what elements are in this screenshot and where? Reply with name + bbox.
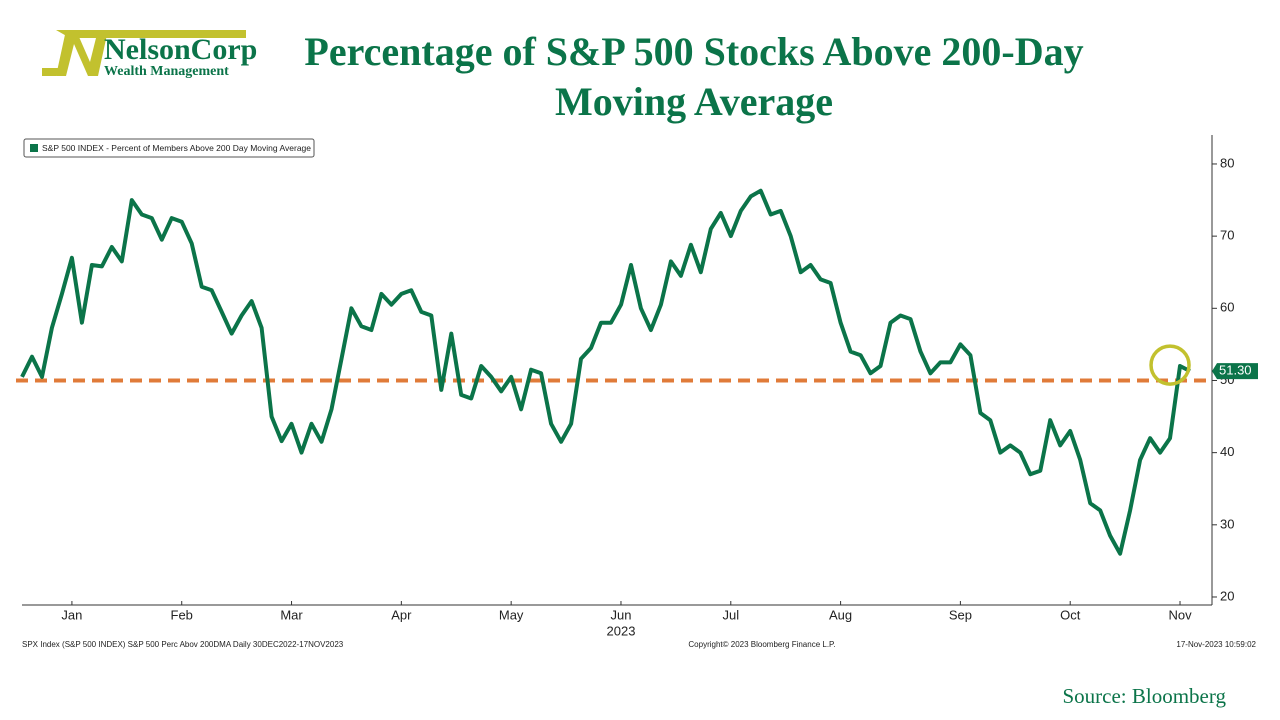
y-tick-label: 70 bbox=[1220, 228, 1234, 243]
x-tick-label: Oct bbox=[1060, 607, 1081, 622]
x-tick-label: Jul bbox=[722, 607, 739, 622]
x-tick-label: Sep bbox=[949, 607, 972, 622]
end-label-box bbox=[1212, 363, 1258, 380]
logo: NelsonCorp Wealth Management bbox=[42, 30, 257, 79]
legend bbox=[23, 138, 315, 158]
x-tick-label: Jun bbox=[610, 607, 631, 622]
x-tick-label: Apr bbox=[391, 607, 412, 622]
y-tick-label: 20 bbox=[1220, 588, 1234, 603]
logo-bar bbox=[42, 68, 60, 76]
x-tick-label: May bbox=[499, 607, 524, 622]
x-tick-label: Nov bbox=[1168, 607, 1192, 622]
footer-left: SPX Index (S&P 500 INDEX) S&P 500 Perc A… bbox=[22, 640, 344, 649]
x-sublabel: 2023 bbox=[607, 623, 636, 638]
y-tick-label: 30 bbox=[1220, 516, 1234, 531]
x-tick-label: Mar bbox=[280, 607, 303, 622]
source: Source: Bloomberg bbox=[1062, 684, 1226, 708]
legend-label: S&P 500 INDEX - Percent of Members Above… bbox=[42, 143, 311, 153]
footer-right: 17-Nov-2023 10:59:02 bbox=[1176, 640, 1256, 649]
y-tick-label: 80 bbox=[1220, 155, 1234, 170]
end-label: 51.30 bbox=[1219, 363, 1252, 378]
highlight-circle bbox=[1149, 344, 1191, 386]
logo-n bbox=[56, 30, 108, 76]
x-tick-label: Aug bbox=[829, 607, 852, 622]
x-tick-label: Feb bbox=[171, 607, 193, 622]
series-line bbox=[20, 188, 1191, 556]
logo-name: NelsonCorp bbox=[104, 33, 257, 66]
x-tick-label: Jan bbox=[61, 607, 82, 622]
legend-swatch bbox=[30, 144, 38, 152]
chart-title: Percentage of S&P 500 Stocks Above 200-D… bbox=[304, 29, 1083, 124]
logo-tagline: Wealth Management bbox=[104, 64, 229, 79]
y-tick-label: 60 bbox=[1220, 300, 1234, 315]
y-tick-label: 40 bbox=[1220, 444, 1234, 459]
footer-center: Copyright© 2023 Bloomberg Finance L.P. bbox=[688, 640, 835, 649]
